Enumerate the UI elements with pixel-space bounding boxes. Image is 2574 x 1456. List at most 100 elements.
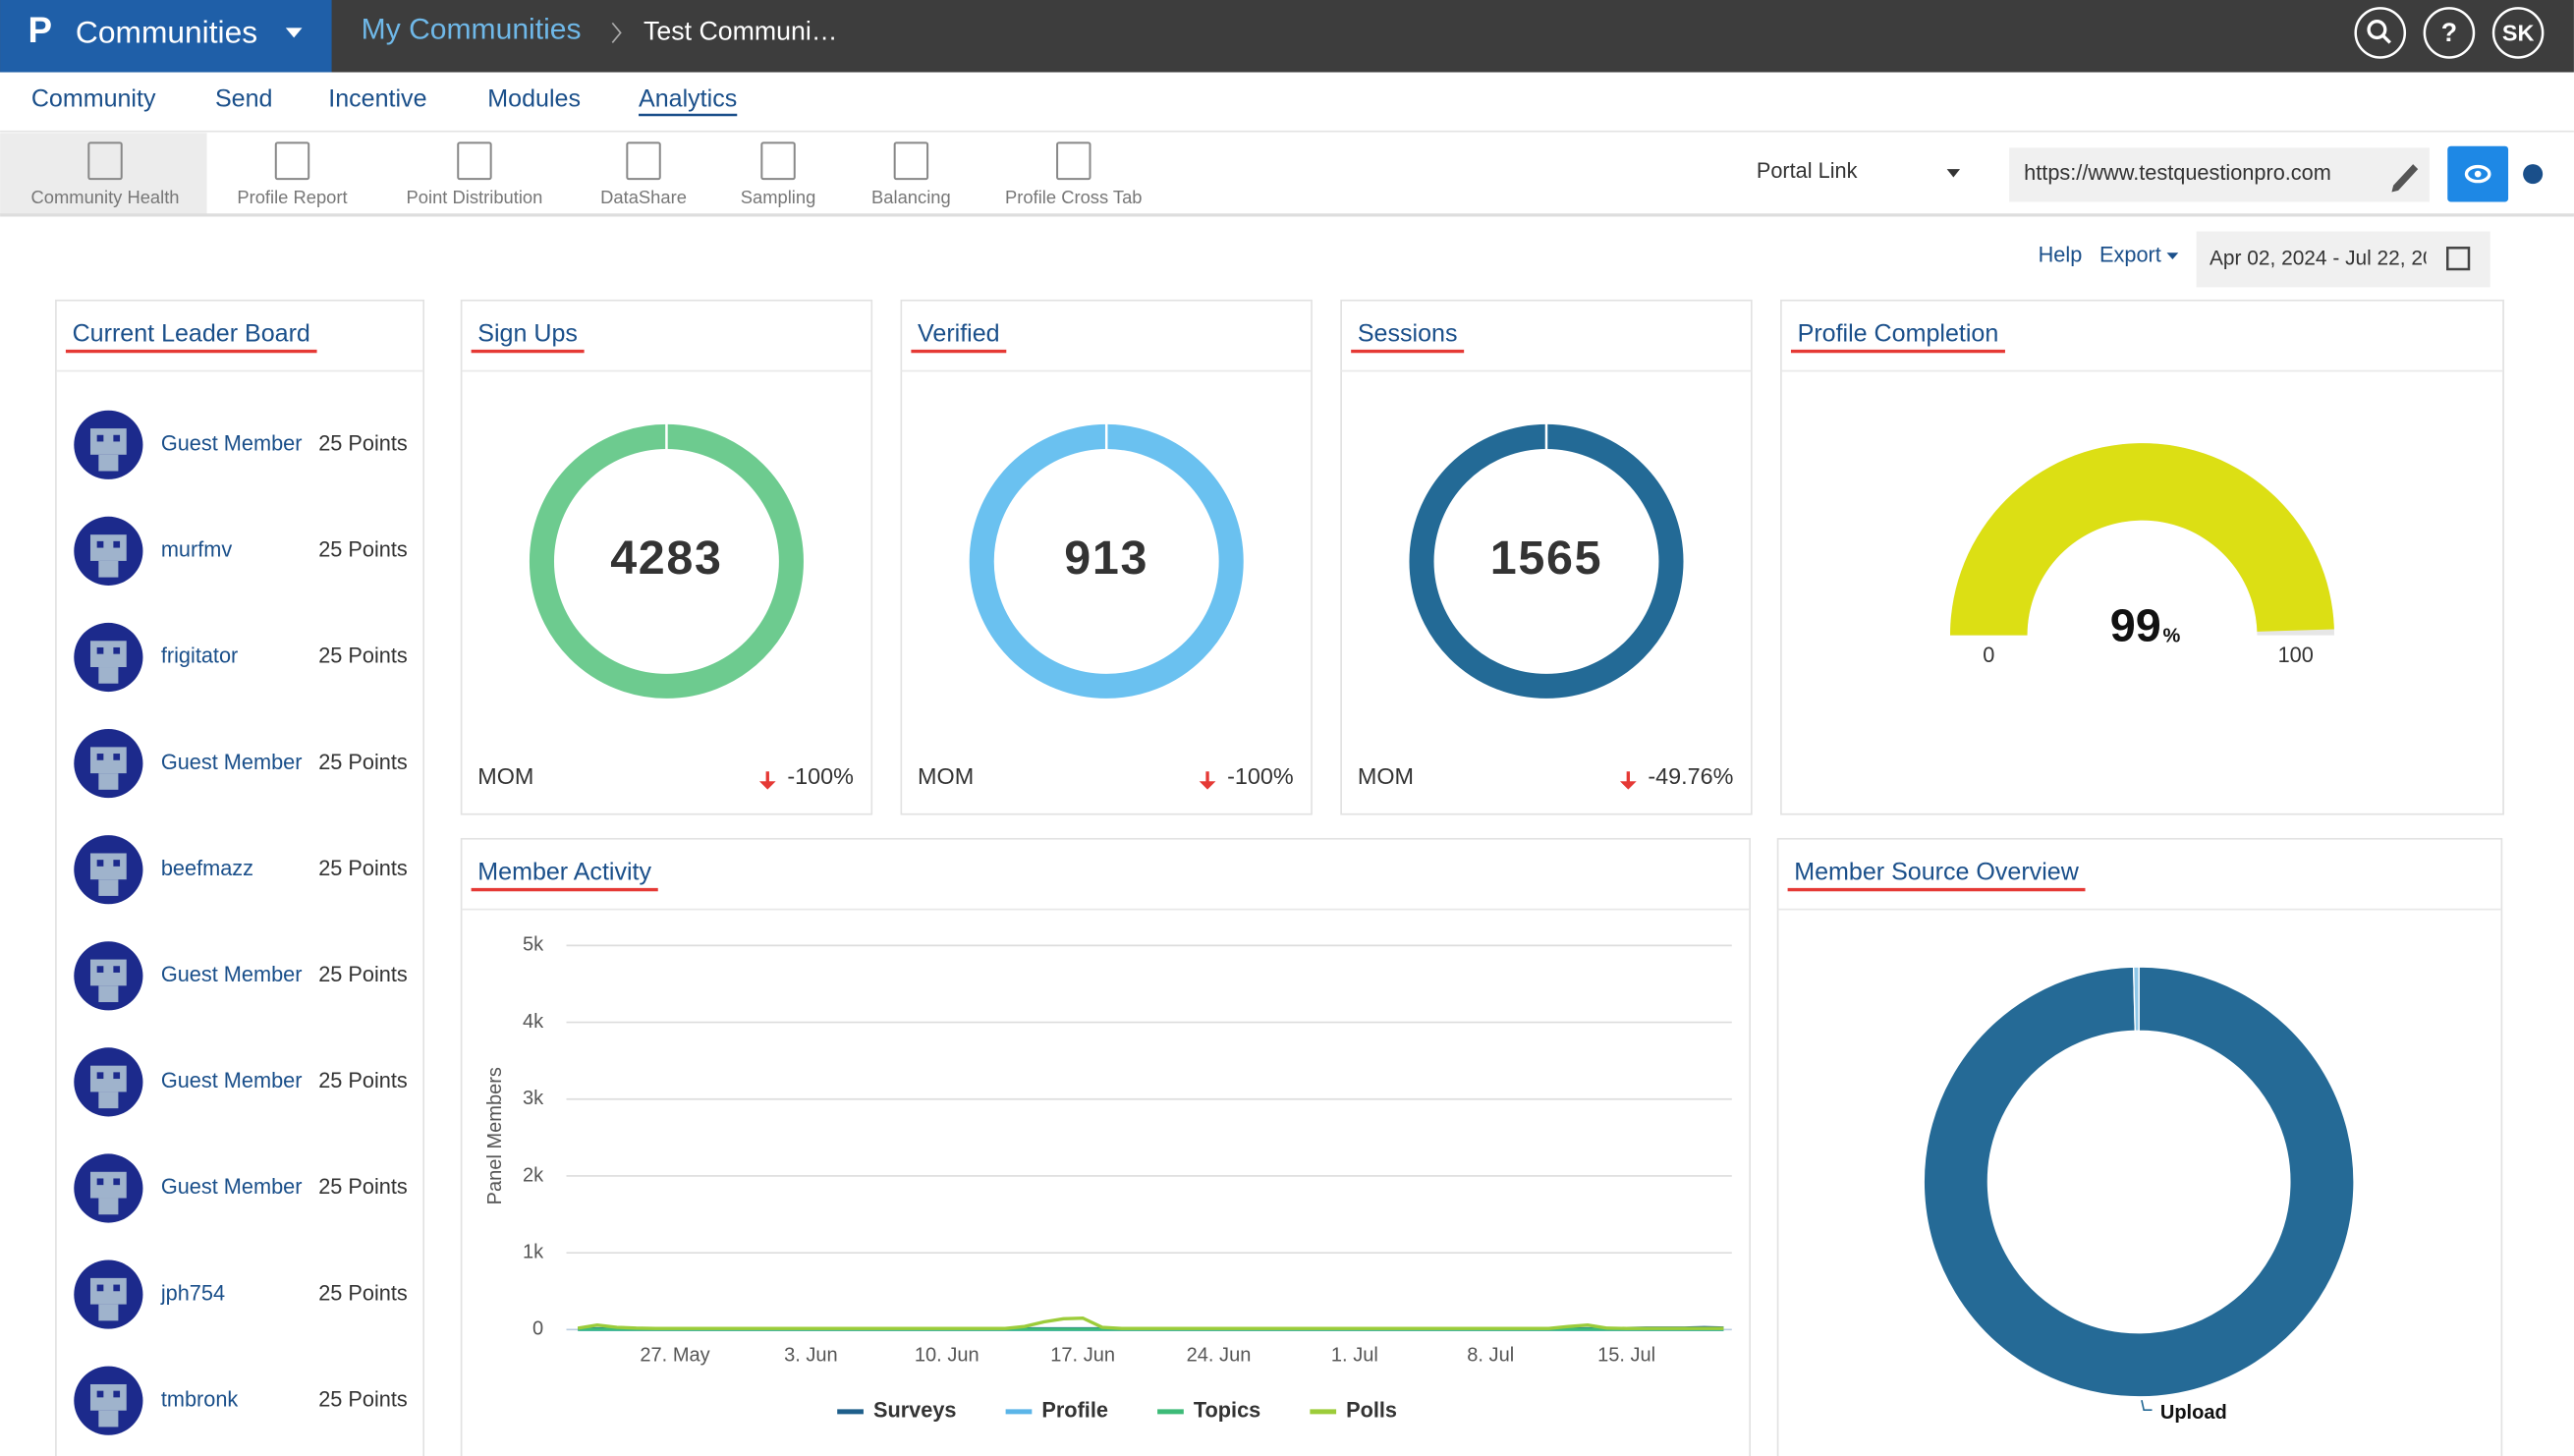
x-tick-label: 24. Jun: [1187, 1344, 1252, 1366]
avatar-robot: [113, 966, 120, 973]
member-name[interactable]: jph754: [160, 1280, 225, 1305]
gauge-max: 100: [2278, 643, 2314, 667]
info-icon[interactable]: [2523, 164, 2543, 184]
legend-label[interactable]: Polls: [1346, 1398, 1397, 1423]
nav-tab[interactable]: Analytics: [639, 85, 737, 113]
tool-label[interactable]: Point Distribution: [407, 187, 543, 207]
avatar-robot: [113, 1391, 120, 1398]
card-title: Current Leader Board: [73, 319, 310, 347]
member-name[interactable]: tmbronk: [161, 1386, 239, 1411]
avatar-robot: [98, 667, 118, 684]
y-tick-label: 2k: [523, 1164, 544, 1186]
logo: P: [28, 10, 52, 50]
x-tick-label: 27. May: [640, 1344, 709, 1366]
member-points: 25 Points: [318, 1386, 408, 1411]
help-link[interactable]: Help: [2039, 242, 2083, 266]
pie-slice: [2134, 967, 2140, 1031]
tool-label[interactable]: Profile Cross Tab: [1005, 187, 1142, 207]
avatar-robot: [98, 455, 118, 472]
avatar-robot: [90, 1384, 127, 1411]
export-menu[interactable]: Export: [2099, 242, 2161, 266]
avatar-robot: [97, 647, 104, 654]
avatar-robot: [97, 966, 104, 973]
avatar-robot: [90, 853, 127, 879]
tool-label[interactable]: Profile Report: [237, 187, 347, 207]
eye-icon: [2475, 171, 2482, 178]
avatar-robot: [113, 1072, 120, 1079]
member-name[interactable]: beefmazz: [161, 856, 253, 880]
y-tick-label: 0: [532, 1318, 543, 1340]
x-tick-label: 1. Jul: [1331, 1344, 1378, 1366]
member-points: 25 Points: [318, 1280, 408, 1305]
member-name[interactable]: frigitator: [161, 644, 238, 668]
kpi-change: -100%: [787, 763, 854, 789]
card-title: Verified: [918, 319, 1000, 347]
nav-tab[interactable]: Modules: [487, 85, 581, 113]
avatar-robot: [113, 1178, 120, 1185]
member-points: 25 Points: [318, 856, 408, 880]
avatar-robot: [113, 435, 120, 442]
card-title: Sign Ups: [477, 319, 578, 347]
member-points: 25 Points: [318, 1068, 408, 1092]
nav-tab[interactable]: Send: [215, 85, 273, 113]
avatar-robot: [113, 1285, 120, 1292]
nav-tab[interactable]: Incentive: [328, 85, 426, 113]
member-name[interactable]: Guest Member: [161, 1174, 303, 1199]
card-title: Profile Completion: [1798, 319, 1999, 347]
gauge-value-label: 99: [2110, 599, 2161, 650]
member-name[interactable]: Guest Member: [161, 1068, 303, 1092]
y-tick-label: 5k: [523, 934, 544, 956]
gauge-unit: %: [2162, 626, 2180, 647]
member-name[interactable]: murfmv: [161, 537, 233, 562]
card-title: Member Source Overview: [1794, 858, 2079, 885]
member-name[interactable]: Guest Member: [161, 431, 303, 456]
tool-label[interactable]: Balancing: [871, 187, 951, 207]
legend-label[interactable]: Surveys: [873, 1398, 957, 1423]
avatar-robot: [98, 1092, 118, 1108]
avatar-robot: [98, 1411, 118, 1428]
y-tick-label: 1k: [523, 1241, 544, 1262]
member-points: 25 Points: [318, 1174, 408, 1199]
avatar-robot: [113, 860, 120, 867]
x-tick-label: 17. Jun: [1050, 1344, 1115, 1366]
avatar-robot: [97, 541, 104, 548]
avatar-robot: [97, 1285, 104, 1292]
avatar-robot: [90, 428, 127, 455]
avatar-robot: [98, 1305, 118, 1321]
y-axis-title: Panel Members: [484, 1067, 506, 1204]
avatar-robot: [90, 1066, 127, 1092]
portal-url: https://www.testquestionpro.com: [2024, 160, 2331, 185]
avatar-robot: [90, 1278, 127, 1305]
member-name[interactable]: Guest Member: [161, 962, 303, 986]
avatar-robot: [90, 960, 127, 986]
member-name[interactable]: Guest Member: [161, 750, 303, 774]
member-points: 25 Points: [318, 431, 408, 456]
breadcrumb: Test Communi…: [644, 16, 837, 45]
avatar-robot: [90, 641, 127, 667]
member-points: 25 Points: [318, 644, 408, 668]
tool-label[interactable]: DataShare: [600, 187, 687, 207]
nav-tab[interactable]: Community: [31, 85, 156, 113]
legend-label[interactable]: Profile: [1041, 1398, 1108, 1423]
avatar-robot: [113, 541, 120, 548]
kpi-period: MOM: [477, 763, 533, 789]
kpi-value: 4283: [610, 532, 722, 585]
x-tick-label: 3. Jun: [784, 1344, 838, 1366]
avatar-robot: [97, 1391, 104, 1398]
breadcrumb[interactable]: My Communities: [362, 14, 582, 46]
x-tick-label: 8. Jul: [1467, 1344, 1514, 1366]
tool-label[interactable]: Community Health: [31, 187, 180, 207]
avatar-robot: [98, 879, 118, 896]
portal-label[interactable]: Portal Link: [1757, 158, 1858, 183]
legend-label[interactable]: Topics: [1194, 1398, 1260, 1423]
avatar-robot: [98, 773, 118, 790]
app-name[interactable]: Communities: [76, 14, 257, 49]
kpi-value: 913: [1064, 532, 1148, 585]
member-points: 25 Points: [318, 750, 408, 774]
avatar-robot: [98, 1199, 118, 1215]
avatar-robot: [113, 754, 120, 760]
tool-label[interactable]: Sampling: [741, 187, 816, 207]
kpi-change: -100%: [1227, 763, 1294, 789]
user-initials: SK: [2502, 20, 2535, 45]
